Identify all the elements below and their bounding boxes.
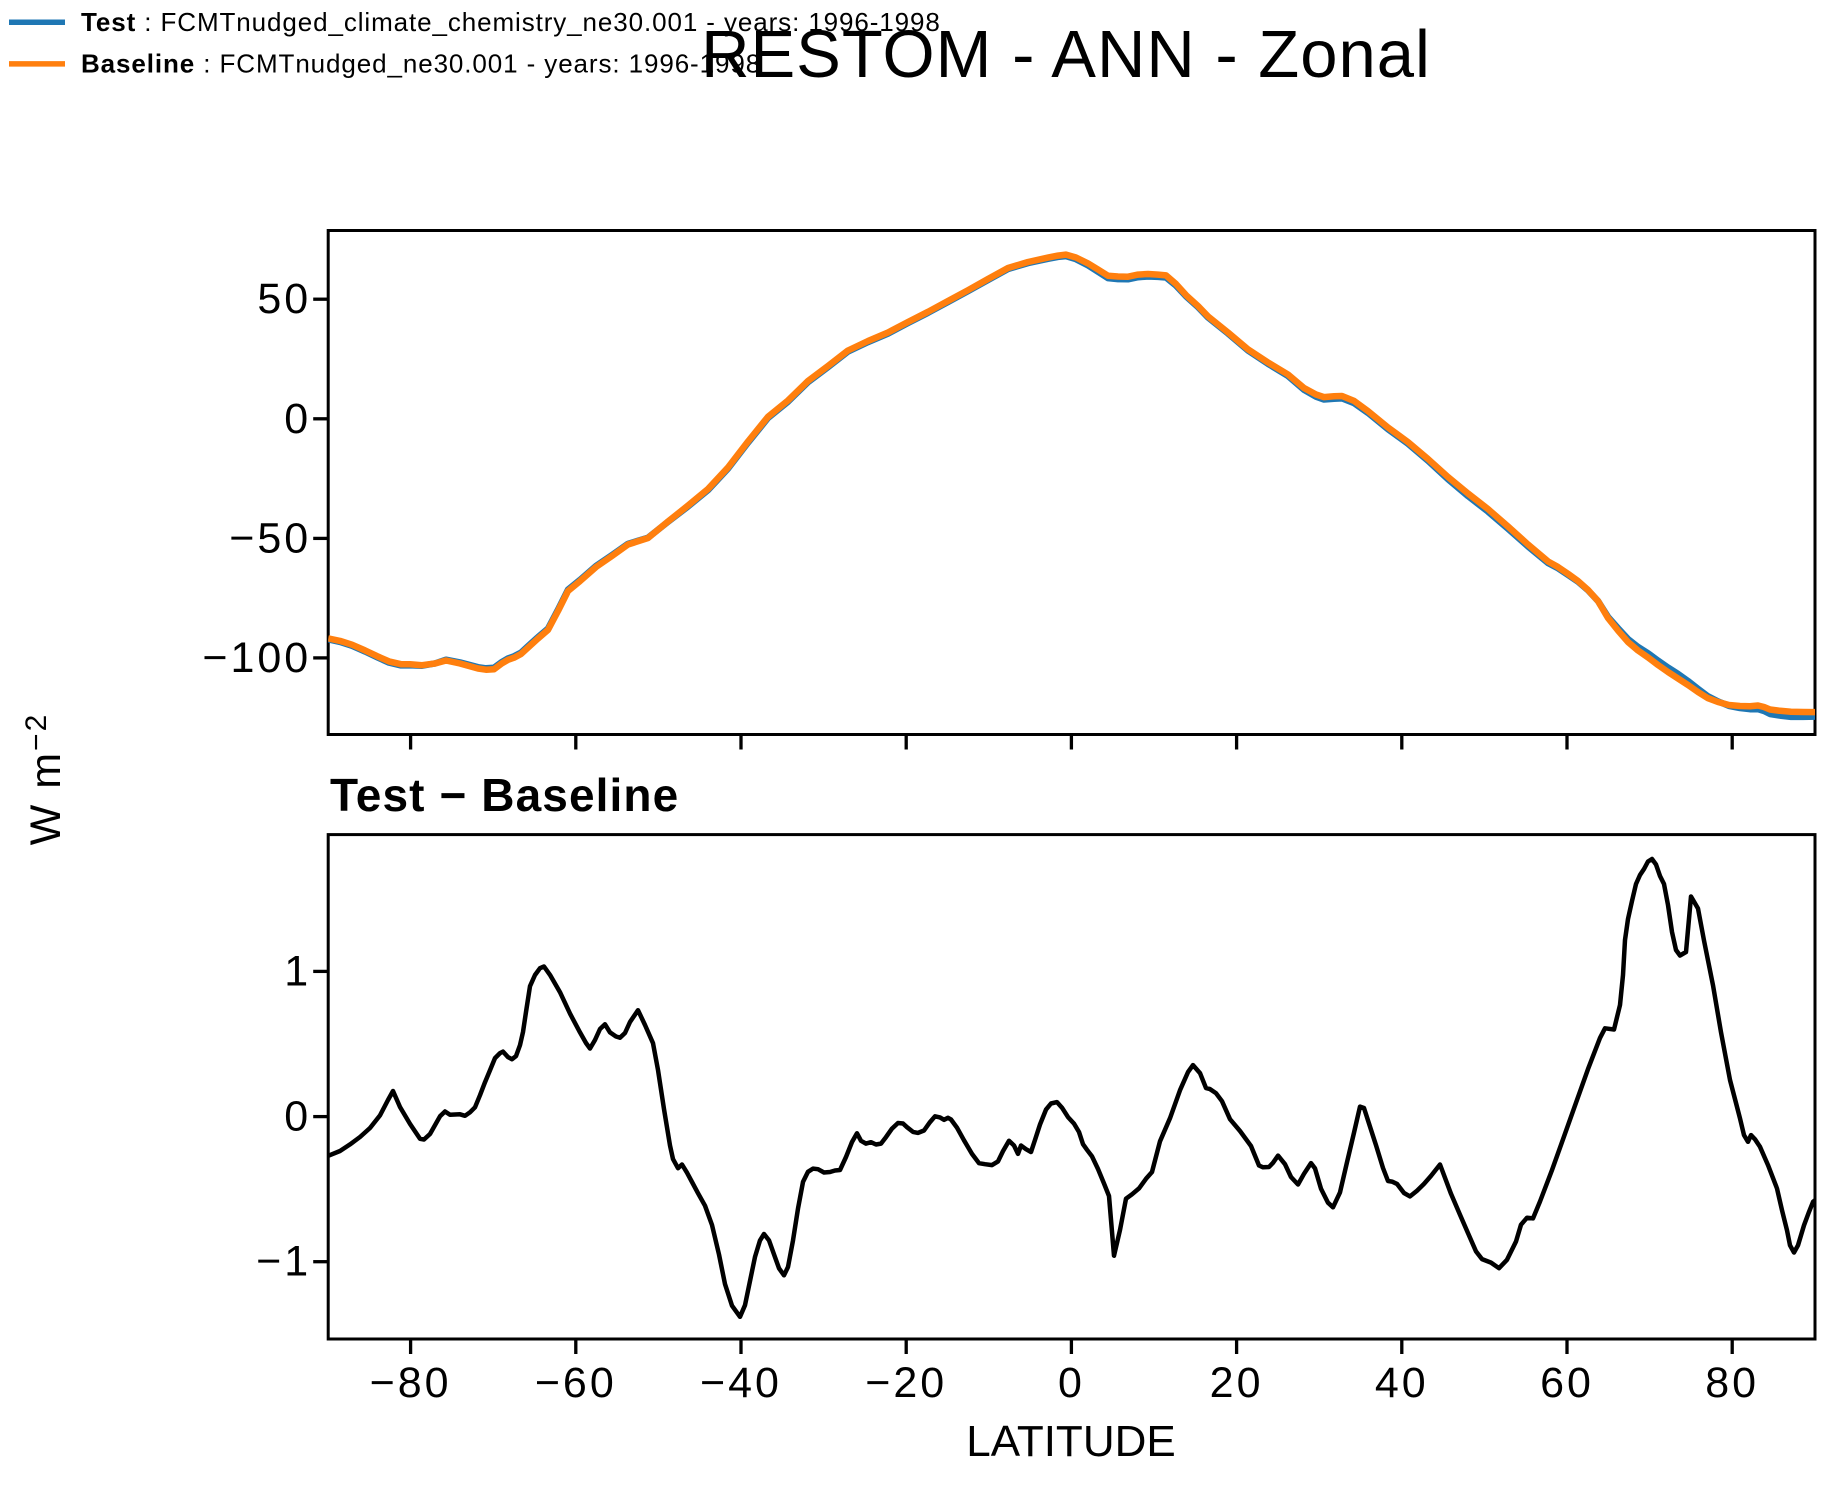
svg-text:Test : FCMTnudged_climate_chem: Test : FCMTnudged_climate_chemistry_ne30… [81,7,941,37]
svg-text:RESTOM - ANN - Zonal: RESTOM - ANN - Zonal [701,17,1431,92]
svg-text:LATITUDE: LATITUDE [966,1417,1175,1466]
svg-text:−20: −20 [865,1359,947,1407]
svg-text:Test − Baseline: Test − Baseline [330,769,679,821]
svg-text:−80: −80 [370,1359,452,1407]
svg-text:−100: −100 [202,634,311,682]
svg-text:1: 1 [284,947,311,995]
svg-text:0: 0 [1058,1359,1085,1407]
svg-text:60: 60 [1540,1359,1594,1407]
svg-text:−40: −40 [700,1359,782,1407]
svg-text:Baseline : FCMTnudged_ne30.001: Baseline : FCMTnudged_ne30.001 - years: … [81,49,761,79]
svg-text:20: 20 [1210,1359,1264,1407]
svg-text:0: 0 [284,395,311,443]
svg-text:0: 0 [284,1093,311,1141]
svg-text:50: 50 [257,275,311,323]
svg-text:−50: −50 [229,514,311,562]
svg-text:−1: −1 [256,1238,311,1286]
svg-text:−60: −60 [535,1359,617,1407]
svg-text:80: 80 [1705,1359,1759,1407]
svg-text:40: 40 [1375,1359,1429,1407]
